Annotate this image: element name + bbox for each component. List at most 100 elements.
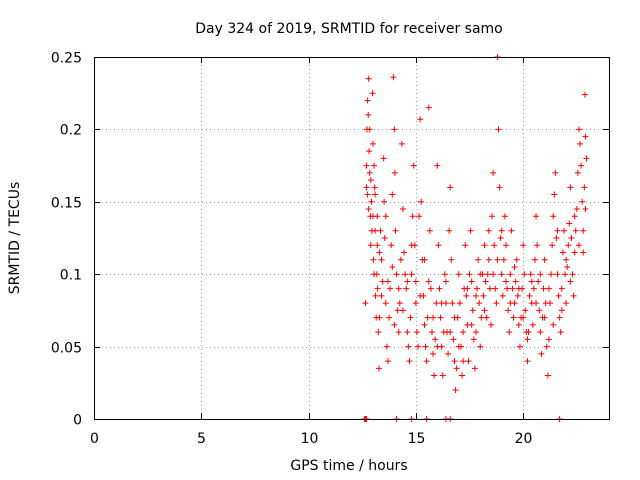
data-point <box>472 329 479 336</box>
data-point <box>365 206 372 213</box>
data-point <box>509 285 516 292</box>
data-point <box>528 278 535 285</box>
data-point <box>404 329 411 336</box>
data-point <box>481 242 488 249</box>
data-point <box>515 321 522 328</box>
y-tick-label: 0 <box>73 413 82 429</box>
data-point <box>491 242 498 249</box>
data-point <box>485 256 492 263</box>
data-point <box>581 184 588 191</box>
data-point <box>565 242 572 249</box>
data-point <box>468 321 475 328</box>
data-point <box>424 314 431 321</box>
data-point <box>448 256 455 263</box>
data-point <box>545 336 552 343</box>
x-axis-label: GPS time / hours <box>290 458 407 474</box>
data-point <box>418 198 425 205</box>
y-tick-label: 0.15 <box>51 196 82 212</box>
data-point <box>366 169 373 176</box>
data-point <box>365 75 372 82</box>
data-point <box>439 372 446 379</box>
data-point <box>363 184 370 191</box>
data-point <box>562 271 569 278</box>
data-point <box>374 285 381 292</box>
data-point <box>412 278 419 285</box>
data-point <box>382 213 389 220</box>
data-point <box>499 292 506 299</box>
data-point <box>415 343 422 350</box>
data-point <box>410 162 417 169</box>
data-point <box>428 329 435 336</box>
data-point <box>506 329 513 336</box>
data-point <box>544 372 551 379</box>
data-point <box>427 285 434 292</box>
data-point <box>456 300 463 307</box>
data-point <box>493 300 500 307</box>
data-point <box>468 278 475 285</box>
data-point <box>381 198 388 205</box>
data-point <box>375 365 382 372</box>
data-point <box>447 184 454 191</box>
data-point <box>537 329 544 336</box>
data-point <box>372 191 379 198</box>
data-point <box>514 292 521 299</box>
data-point <box>452 387 459 394</box>
data-point <box>559 249 566 256</box>
data-point <box>396 300 403 307</box>
data-point <box>484 271 491 278</box>
data-point <box>516 343 523 350</box>
data-point <box>521 271 528 278</box>
data-point <box>492 285 499 292</box>
x-axis: 0 5 10 15 20 <box>90 57 532 447</box>
data-point <box>510 314 517 321</box>
data-point <box>477 271 484 278</box>
data-point <box>470 336 477 343</box>
data-point <box>557 329 564 336</box>
data-point <box>524 336 531 343</box>
data-point <box>378 292 385 299</box>
data-point <box>505 307 512 314</box>
data-point <box>566 220 573 227</box>
data-point <box>472 292 479 299</box>
data-point <box>383 343 390 350</box>
data-point <box>504 285 511 292</box>
data-point <box>463 292 470 299</box>
x-tick-label: 5 <box>197 431 206 447</box>
data-point <box>421 256 428 263</box>
data-point <box>498 227 505 234</box>
data-point <box>531 256 538 263</box>
data-point <box>494 256 501 263</box>
y-axis: 0 0.05 0.1 0.15 0.2 0.25 <box>51 51 609 429</box>
data-point <box>406 358 413 365</box>
data-point <box>408 242 415 249</box>
x-tick-label: 20 <box>515 431 533 447</box>
data-point <box>460 329 467 336</box>
y-tick-label: 0.1 <box>60 268 82 284</box>
data-point <box>389 263 396 270</box>
data-point <box>434 343 441 350</box>
data-point <box>413 329 420 336</box>
data-point <box>453 365 460 372</box>
data-point <box>367 177 374 184</box>
data-point <box>417 292 424 299</box>
data-point <box>500 256 507 263</box>
data-point <box>552 169 559 176</box>
data-point <box>574 169 581 176</box>
data-point <box>462 242 469 249</box>
data-point <box>507 300 514 307</box>
data-point <box>364 191 371 198</box>
data-point <box>364 97 371 104</box>
data-point <box>534 242 541 249</box>
data-point <box>486 285 493 292</box>
data-point <box>397 256 404 263</box>
data-point <box>401 249 408 256</box>
data-point <box>391 169 398 176</box>
data-point <box>496 184 503 191</box>
x-tick-label: 15 <box>408 431 426 447</box>
data-point <box>426 227 433 234</box>
plot-frame <box>94 57 610 420</box>
data-point <box>403 285 410 292</box>
data-point <box>408 271 415 278</box>
data-point <box>398 140 405 147</box>
data-point <box>533 300 540 307</box>
